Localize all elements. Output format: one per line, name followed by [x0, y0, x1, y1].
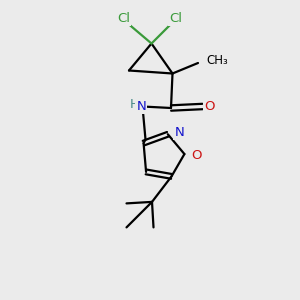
Text: Cl: Cl — [117, 12, 130, 25]
Text: CH₃: CH₃ — [206, 54, 228, 67]
Text: H: H — [130, 98, 140, 111]
Text: O: O — [204, 100, 214, 113]
Text: N: N — [136, 100, 146, 113]
Text: Cl: Cl — [169, 12, 182, 25]
Text: O: O — [191, 149, 202, 162]
Text: N: N — [174, 126, 184, 139]
